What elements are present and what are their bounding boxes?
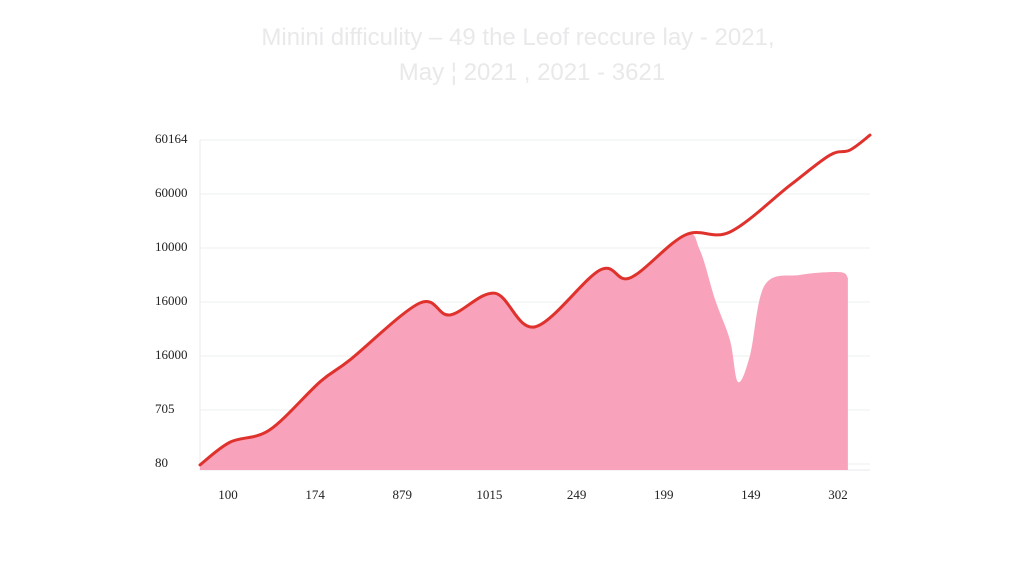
y-tick-label: 16000: [155, 347, 188, 362]
x-tick-label: 879: [393, 487, 413, 502]
x-tick-label: 174: [305, 487, 325, 502]
chart-title: Minini difficulity – 49 the Leof reccure…: [261, 24, 774, 51]
area: [200, 233, 848, 470]
x-tick-label: 1015: [476, 487, 502, 502]
y-tick-label: 80: [155, 455, 168, 470]
x-tick-label: 100: [218, 487, 238, 502]
y-tick-label: 705: [155, 401, 175, 416]
x-tick-label: 149: [741, 487, 761, 502]
line: [198, 133, 872, 467]
y-tick-label: 10000: [155, 239, 188, 254]
y-tick-label: 16000: [155, 293, 188, 308]
x-tick-label: 249: [567, 487, 587, 502]
y-tick-label: 60164: [155, 131, 188, 146]
x-tick-label: 199: [654, 487, 674, 502]
x-tick-label: 302: [828, 487, 848, 502]
y-tick-label: 60000: [155, 185, 188, 200]
chart-subtitle: May ¦ 2021 , 2021 - 3621: [399, 59, 665, 86]
